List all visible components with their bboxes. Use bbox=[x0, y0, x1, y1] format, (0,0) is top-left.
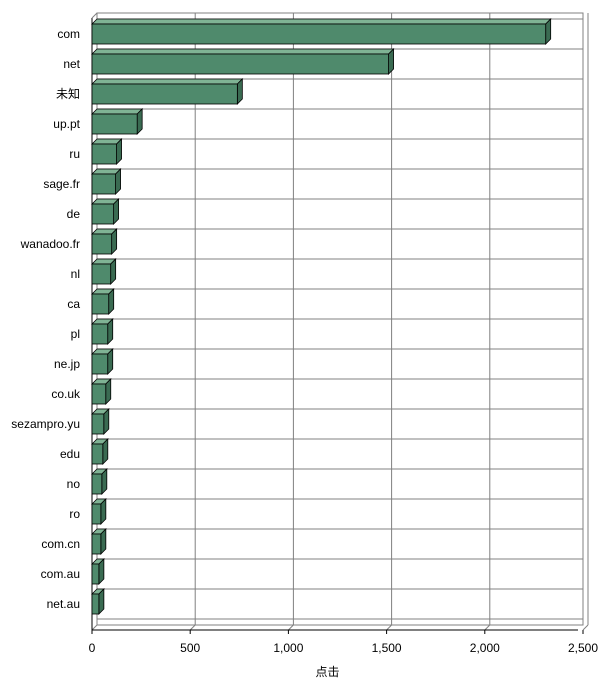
bar bbox=[91, 233, 113, 255]
x-tick-label: 0 bbox=[89, 641, 96, 655]
bar-side-face bbox=[100, 528, 107, 555]
x-tick-label: 500 bbox=[180, 641, 200, 655]
bar-side-face bbox=[102, 438, 109, 465]
category-label: 未知 bbox=[56, 87, 80, 101]
bar-side-face bbox=[100, 498, 107, 525]
bar bbox=[91, 23, 547, 45]
bar-side-face bbox=[115, 168, 121, 195]
bar-side-face bbox=[107, 318, 114, 345]
x-axis-title: 点击 bbox=[315, 665, 339, 679]
category-label: ru bbox=[69, 147, 80, 161]
x-tick-label: 2,500 bbox=[568, 641, 598, 655]
bar-top-face bbox=[91, 18, 552, 25]
bar-side-face bbox=[388, 48, 394, 75]
bar-top-face bbox=[91, 78, 244, 85]
bar bbox=[91, 353, 109, 375]
bar-side-face bbox=[108, 288, 115, 315]
bar bbox=[91, 383, 107, 405]
bar-side-face bbox=[110, 258, 117, 285]
bar bbox=[91, 413, 105, 435]
bar bbox=[91, 473, 103, 495]
category-label: ne.jp bbox=[54, 357, 80, 371]
category-label: net.au bbox=[47, 597, 80, 611]
bar-side-face bbox=[111, 228, 118, 255]
gridline-floor-diagonal bbox=[386, 624, 392, 631]
bar bbox=[91, 533, 102, 555]
bar-side-face bbox=[116, 138, 122, 165]
x-tick-label: 1,000 bbox=[273, 641, 303, 655]
category-label: ro bbox=[69, 507, 80, 521]
category-label: com.au bbox=[41, 567, 80, 581]
category-label: com bbox=[57, 27, 80, 41]
gridline-floor-diagonal bbox=[91, 624, 98, 631]
category-label: nl bbox=[71, 267, 80, 281]
bar-side-face bbox=[101, 468, 108, 495]
category-label: no bbox=[67, 477, 81, 491]
bar-side-face bbox=[113, 198, 120, 225]
bar bbox=[91, 53, 389, 75]
bar bbox=[91, 323, 109, 345]
bar bbox=[91, 203, 115, 225]
bar-top-face bbox=[91, 108, 144, 115]
x-tick-label: 1,500 bbox=[372, 641, 402, 655]
bar-side-face bbox=[98, 588, 105, 615]
category-label: wanadoo.fr bbox=[20, 237, 80, 251]
bar-side-face bbox=[236, 78, 243, 105]
category-label: com.cn bbox=[41, 537, 80, 551]
bar bbox=[91, 593, 100, 615]
bar-side-face bbox=[105, 378, 112, 405]
gridline-floor-diagonal bbox=[484, 624, 491, 631]
bar-side-face bbox=[136, 108, 143, 135]
bar bbox=[91, 263, 112, 285]
category-label: pl bbox=[71, 327, 80, 341]
gridline-floor-diagonal bbox=[189, 624, 196, 631]
category-label: co.uk bbox=[51, 387, 81, 401]
bar bbox=[91, 113, 138, 135]
bar bbox=[91, 173, 116, 195]
bar bbox=[91, 293, 110, 315]
bar bbox=[91, 443, 104, 465]
category-label: up.pt bbox=[53, 117, 80, 131]
bar-side-face bbox=[98, 558, 105, 585]
category-label: net bbox=[63, 57, 80, 71]
bar bbox=[91, 83, 238, 105]
category-label: de bbox=[67, 207, 81, 221]
bar-side-face bbox=[107, 348, 114, 375]
bar-top-face bbox=[91, 48, 395, 55]
category-label: edu bbox=[60, 447, 80, 461]
gridline-floor-diagonal bbox=[582, 624, 589, 631]
x-tick-label: 2,000 bbox=[470, 641, 500, 655]
bar-side-face bbox=[103, 408, 110, 435]
bar bbox=[91, 563, 100, 585]
category-label: ca bbox=[67, 297, 80, 311]
y-axis-top-diagonal bbox=[91, 12, 98, 19]
category-label: sezampro.yu bbox=[11, 417, 80, 431]
bar bbox=[91, 143, 117, 165]
category-label: sage.fr bbox=[43, 177, 80, 191]
bar-side-face bbox=[545, 18, 552, 45]
gridline-floor-diagonal bbox=[288, 624, 294, 631]
bar bbox=[91, 503, 102, 525]
